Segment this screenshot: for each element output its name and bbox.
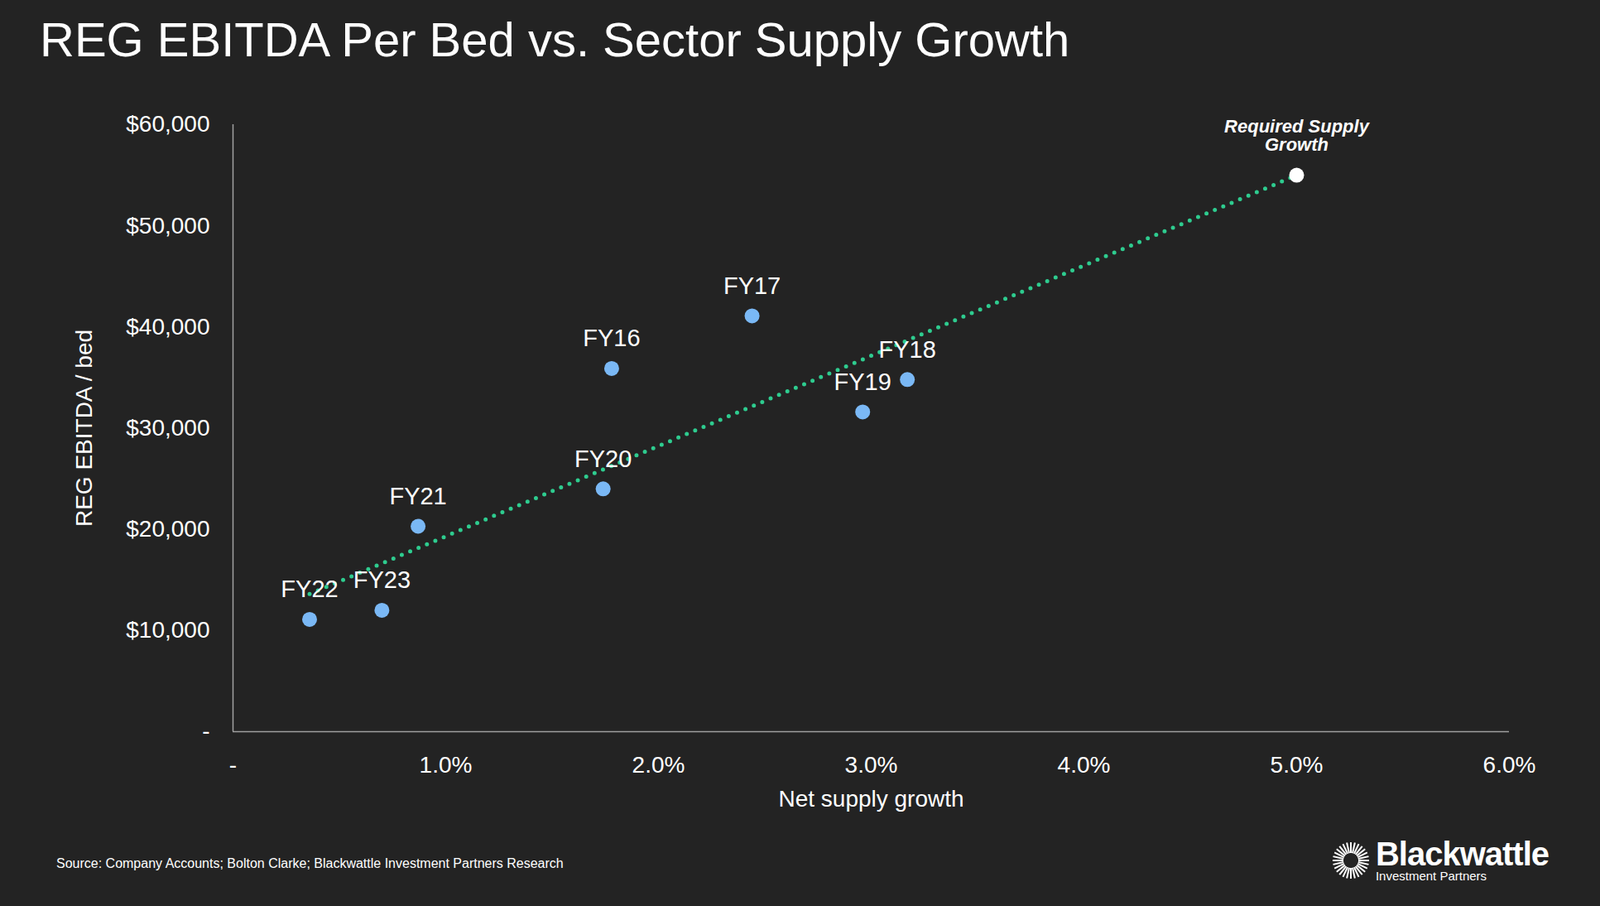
svg-text:1.0%: 1.0% [419, 751, 473, 778]
svg-text:2.0%: 2.0% [632, 751, 686, 778]
svg-text:$10,000: $10,000 [125, 616, 210, 643]
svg-text:$30,000: $30,000 [125, 414, 210, 441]
svg-text:FY22: FY22 [280, 575, 338, 602]
svg-text:$50,000: $50,000 [125, 212, 210, 239]
svg-text:$20,000: $20,000 [125, 515, 210, 542]
svg-text:Net supply growth: Net supply growth [778, 785, 964, 812]
svg-text:6.0%: 6.0% [1483, 751, 1537, 778]
svg-text:4.0%: 4.0% [1057, 751, 1111, 778]
svg-text:-: - [229, 751, 237, 778]
svg-text:FY19: FY19 [834, 368, 892, 395]
svg-text:REG EBITDA / bed: REG EBITDA / bed [71, 329, 97, 527]
svg-text:3.0%: 3.0% [845, 751, 899, 778]
html-text:Source: Company Accounts; Bolt: Source: Company Accounts; Bolton Clarke;… [56, 855, 564, 870]
html-text:Investment Partners: Investment Partners [1375, 868, 1487, 883]
svg-text:-: - [201, 717, 210, 744]
html-text:Blackwattle: Blackwattle [1375, 835, 1549, 872]
svg-text:FY16: FY16 [582, 324, 640, 351]
svg-text:$40,000: $40,000 [125, 313, 210, 340]
svg-text:5.0%: 5.0% [1270, 751, 1324, 778]
html-text:REG EBITDA Per Bed vs. Sector: REG EBITDA Per Bed vs. Sector Supply Gro… [39, 12, 1070, 67]
svg-text:FY20: FY20 [574, 445, 632, 472]
svg-text:$60,000: $60,000 [125, 110, 210, 137]
svg-text:FY21: FY21 [389, 482, 447, 510]
svg-text:FY18: FY18 [879, 336, 937, 363]
svg-text:Required SupplyGrowth: Required SupplyGrowth [1224, 115, 1371, 155]
svg-text:FY17: FY17 [723, 272, 781, 299]
svg-text:FY23: FY23 [353, 566, 411, 593]
